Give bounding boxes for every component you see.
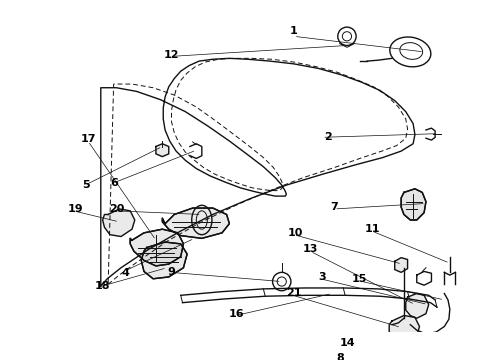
Text: 4: 4 — [122, 268, 129, 278]
Text: 17: 17 — [81, 134, 97, 144]
Text: 15: 15 — [352, 274, 368, 284]
Text: 6: 6 — [111, 178, 119, 188]
Text: 7: 7 — [330, 202, 338, 212]
Text: 2: 2 — [324, 132, 332, 142]
Text: 21: 21 — [286, 288, 301, 298]
Polygon shape — [141, 242, 187, 279]
Text: 16: 16 — [229, 309, 245, 319]
Text: 5: 5 — [82, 180, 90, 190]
Text: 9: 9 — [168, 267, 175, 277]
Text: 8: 8 — [337, 353, 344, 360]
Text: 13: 13 — [302, 244, 318, 255]
Text: 1: 1 — [290, 26, 297, 36]
Text: 20: 20 — [109, 204, 124, 214]
Polygon shape — [130, 229, 183, 266]
Polygon shape — [162, 208, 229, 238]
Text: 18: 18 — [95, 281, 110, 291]
Polygon shape — [102, 209, 135, 237]
Text: 11: 11 — [365, 224, 380, 234]
Text: 19: 19 — [67, 204, 83, 214]
Text: 3: 3 — [318, 272, 326, 282]
Polygon shape — [406, 293, 429, 318]
Text: 14: 14 — [340, 338, 356, 348]
Polygon shape — [156, 144, 169, 157]
Polygon shape — [401, 189, 426, 220]
Polygon shape — [389, 315, 419, 341]
Text: 10: 10 — [288, 228, 303, 238]
Text: 12: 12 — [164, 50, 179, 60]
Polygon shape — [395, 258, 408, 273]
